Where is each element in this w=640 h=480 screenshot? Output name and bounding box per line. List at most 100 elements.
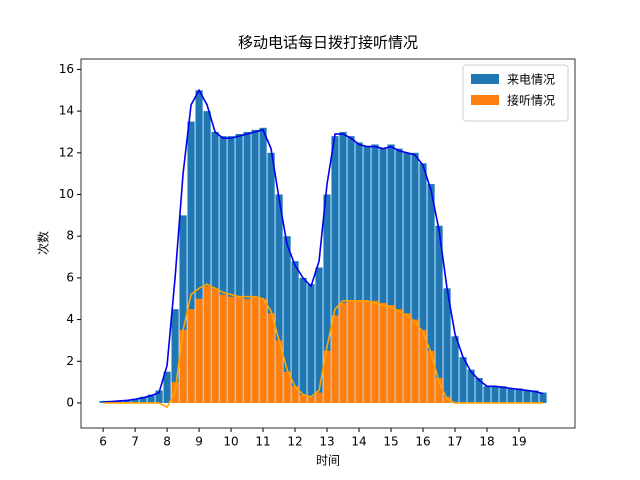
bar xyxy=(515,388,523,403)
x-tick-label: 12 xyxy=(287,435,302,449)
x-tick-label: 11 xyxy=(255,435,270,449)
bar xyxy=(403,313,411,403)
y-tick-label: 0 xyxy=(66,395,74,409)
x-tick-label: 8 xyxy=(163,435,171,449)
smooth-line xyxy=(103,283,544,409)
x-tick-label: 10 xyxy=(223,435,238,449)
bar xyxy=(259,298,267,403)
bar xyxy=(347,300,355,403)
bar xyxy=(307,396,315,403)
bar xyxy=(283,371,291,403)
bar xyxy=(179,330,187,403)
bar xyxy=(203,111,211,403)
bar xyxy=(179,215,187,403)
legend-label: 来电情况 xyxy=(507,73,555,87)
bar xyxy=(259,127,267,403)
bar xyxy=(219,294,227,403)
y-tick-label: 2 xyxy=(66,354,74,368)
bar xyxy=(243,298,251,403)
bar xyxy=(355,300,363,403)
x-tick-label: 15 xyxy=(383,435,398,449)
bar xyxy=(411,152,419,403)
bar xyxy=(267,152,275,403)
bar xyxy=(315,392,323,403)
bar xyxy=(275,194,283,403)
x-tick-label: 14 xyxy=(351,435,366,449)
bar xyxy=(387,144,395,403)
bar xyxy=(331,315,339,403)
bar xyxy=(419,330,427,403)
bar xyxy=(171,309,179,403)
bar xyxy=(491,386,499,403)
bar xyxy=(435,225,443,403)
bar xyxy=(331,136,339,403)
x-tick-label: 18 xyxy=(479,435,494,449)
bar xyxy=(419,163,427,403)
bar xyxy=(371,144,379,403)
y-tick-label: 4 xyxy=(66,312,74,326)
bar xyxy=(315,267,323,403)
legend-swatch xyxy=(471,74,499,84)
y-axis-label: 次数 xyxy=(36,231,51,255)
x-tick-label: 9 xyxy=(195,435,203,449)
bar xyxy=(339,302,347,403)
bar xyxy=(467,369,475,403)
bar xyxy=(483,386,491,403)
plot-frame xyxy=(80,58,576,429)
bar xyxy=(347,136,355,403)
bar xyxy=(275,340,283,403)
x-tick-label: 16 xyxy=(415,435,430,449)
bar xyxy=(155,390,163,403)
x-tick-label: 17 xyxy=(447,435,462,449)
y-tick-label: 8 xyxy=(66,229,74,243)
x-tick-label: 19 xyxy=(511,435,526,449)
bar xyxy=(451,336,459,403)
bar xyxy=(131,398,139,403)
bar xyxy=(427,184,435,403)
x-axis-label: 时间 xyxy=(316,454,340,468)
bar xyxy=(507,388,515,403)
bar xyxy=(211,288,219,403)
bar xyxy=(427,350,435,403)
bar xyxy=(475,377,483,403)
y-tick-label: 10 xyxy=(59,187,74,201)
bar xyxy=(411,319,419,403)
bar xyxy=(251,296,259,403)
bar xyxy=(499,386,507,403)
bar xyxy=(195,298,203,403)
bar xyxy=(299,277,307,403)
bar xyxy=(291,386,299,403)
bar xyxy=(139,396,147,403)
bar xyxy=(339,131,347,403)
bar xyxy=(251,129,259,403)
bar xyxy=(187,121,195,403)
bar xyxy=(227,296,235,403)
bar xyxy=(371,300,379,403)
legend-label: 接听情况 xyxy=(507,93,555,108)
bar xyxy=(379,148,387,403)
bar xyxy=(219,136,227,403)
bar xyxy=(235,296,243,403)
bar xyxy=(283,236,291,403)
bar xyxy=(235,134,243,403)
legend-swatch xyxy=(471,95,499,105)
x-tick-label: 7 xyxy=(131,435,139,449)
bar xyxy=(227,136,235,403)
bar xyxy=(123,399,131,403)
bar xyxy=(531,390,539,403)
bar xyxy=(395,148,403,403)
bar xyxy=(243,131,251,403)
bar xyxy=(267,313,275,403)
bar xyxy=(539,392,547,403)
y-tick-label: 6 xyxy=(66,270,74,284)
bar xyxy=(363,146,371,403)
bar xyxy=(379,302,387,403)
bar xyxy=(363,300,371,403)
bar xyxy=(435,377,443,403)
bar xyxy=(387,305,395,403)
x-tick-label: 13 xyxy=(319,435,334,449)
bar xyxy=(115,400,123,403)
x-tick-label: 6 xyxy=(99,435,107,449)
bar xyxy=(147,394,155,403)
bar xyxy=(211,131,219,403)
